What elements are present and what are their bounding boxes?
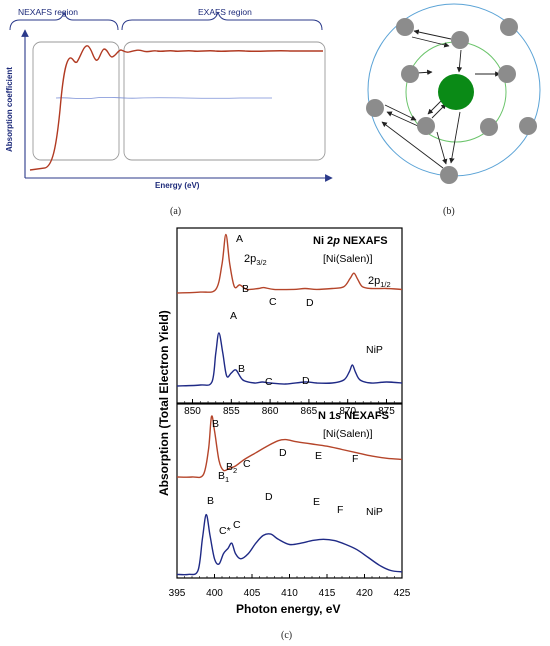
nexafs-region-label: NEXAFS region [18, 7, 78, 17]
atom [519, 117, 537, 135]
a-xlabel: Energy (eV) [155, 181, 200, 190]
x-tick-label: 875 [378, 406, 395, 417]
arrow-8 [449, 111, 461, 164]
arrow-6 [431, 103, 447, 119]
x-tick-label: 395 [169, 588, 186, 599]
nexafs-box [32, 41, 120, 161]
exafs-brace [121, 11, 323, 31]
x-tick-label: 870 [339, 406, 356, 417]
x-tick-label: 855 [223, 406, 240, 417]
c-xlabel: Photon energy, eV [236, 602, 340, 616]
top-x-ticks: 850 855 860 865 870 875 [176, 399, 403, 417]
bottom-sample2-label: NiP [366, 506, 383, 518]
x-tick-label: 425 [394, 588, 411, 599]
arrow-7 [436, 131, 448, 165]
bottom-subtitle: [Ni(Salen)] [323, 428, 373, 440]
x-tick-label: 850 [184, 406, 201, 417]
panel-c: 850 855 860 865 870 875 395 400 405 410 415 420 425… [157, 227, 411, 641]
arrow-1 [411, 36, 450, 48]
top-nip-peak-A: A [230, 310, 237, 322]
a-blue-curve [55, 96, 272, 100]
n1s-nip-curve [176, 513, 403, 576]
top-nip-peak-C: C [265, 376, 273, 388]
bot-nip-peak-E: E [313, 496, 320, 508]
bot-nip-peak-Cstar: C* [219, 525, 231, 537]
top-nip-peak-B: B [238, 363, 245, 375]
spectra [176, 233, 403, 576]
top-sample2-label: NiP [366, 344, 383, 356]
bot-peak-B2: B2 [226, 461, 237, 475]
bot-peak-D: D [279, 447, 287, 459]
panel-b: (b) [366, 3, 541, 217]
atom [417, 117, 435, 135]
atom [480, 118, 498, 136]
top-edge-2p32: 2p3/2 [244, 253, 267, 267]
bottom-x-ticks: 395 400 405 410 415 420 425 [169, 574, 411, 599]
exafs-box [123, 41, 326, 161]
ni2p-nip-curve [176, 332, 403, 387]
top-peak-B: B [242, 283, 249, 295]
x-tick-label: 860 [262, 406, 279, 417]
atom [366, 99, 384, 117]
c-ylabel: Absorption (Total Electron Yield) [157, 310, 171, 496]
bot-peak-C: C [243, 458, 251, 470]
top-peak-C: C [269, 296, 277, 308]
x-tick-label: 400 [206, 588, 223, 599]
x-tick-label: 865 [301, 406, 318, 417]
n1s-salen-curve [176, 415, 403, 479]
arrow-3 [416, 69, 433, 76]
atom [451, 31, 469, 49]
x-tick-label: 420 [356, 588, 373, 599]
top-subtitle: [Ni(Salen)] [323, 253, 373, 265]
atom [440, 166, 458, 184]
a-absorption-curve [29, 45, 323, 171]
x-tick-label: 405 [244, 588, 261, 599]
atom [500, 18, 518, 36]
arrow-6r [427, 100, 442, 115]
a-panel-label: (a) [170, 206, 181, 217]
bot-nip-peak-F: F [337, 504, 343, 516]
absorbing-atom [438, 74, 474, 110]
top-peak-D: D [306, 297, 314, 309]
bot-nip-peak-C: C [233, 519, 241, 531]
bot-peak-B: B [212, 418, 219, 430]
atom [401, 65, 419, 83]
bottom-title: N 1s NEXAFS [318, 410, 389, 422]
c-top-frame [176, 227, 403, 404]
arrow-9 [381, 121, 444, 169]
top-peak-A: A [236, 233, 243, 245]
nexafs-brace [9, 11, 119, 31]
bot-peak-E: E [315, 450, 322, 462]
bot-nip-peak-B: B [207, 495, 214, 507]
arrow-5r [386, 111, 419, 127]
arrow-5 [384, 104, 417, 121]
bot-peak-B1: B1 [218, 470, 229, 484]
bot-peak-F: F [352, 453, 358, 465]
x-tick-label: 415 [319, 588, 336, 599]
atom [498, 65, 516, 83]
x-tick-label: 410 [281, 588, 298, 599]
top-edge-2p12: 2p1/2 [368, 275, 391, 289]
panel-a: NEXAFS region EXAFS region Absorption co… [5, 7, 333, 217]
exafs-region-label: EXAFS region [198, 7, 252, 17]
atom [396, 18, 414, 36]
bot-nip-peak-D: D [265, 491, 273, 503]
ni2p-salen-curve [176, 233, 403, 294]
b-panel-label: (b) [443, 206, 455, 217]
arrow-1r [413, 29, 452, 40]
top-nip-peak-D: D [302, 375, 310, 387]
arrow-2 [456, 49, 463, 73]
top-title: Ni 2p NEXAFS [313, 235, 388, 247]
c-panel-label: (c) [281, 630, 292, 641]
a-ylabel: Absorption coefficient [5, 67, 14, 152]
